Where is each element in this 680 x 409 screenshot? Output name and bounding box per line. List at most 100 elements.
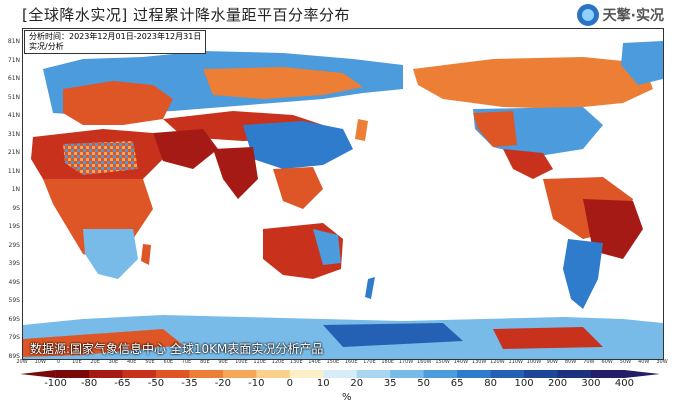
lon-label: 40E (126, 359, 137, 365)
lon-label: 80E (200, 359, 210, 365)
legend-tick-label: -65 (114, 378, 131, 389)
lon-label: 150W (435, 359, 450, 365)
lon-label: 120E (271, 359, 285, 365)
lon-label: 130E (289, 359, 303, 365)
lat-label: 11N (7, 167, 20, 175)
lon-label: 170W (398, 359, 414, 365)
colorbar-segment (524, 370, 559, 378)
legend-tick-label: 100 (514, 378, 534, 389)
lon-label: 70E (181, 359, 192, 365)
land-sahara-dots (63, 141, 138, 175)
land-greenland (621, 41, 663, 85)
colorbar-segment (390, 370, 425, 378)
colorbar-segment (89, 370, 123, 378)
colorbar-segment (256, 370, 291, 378)
lon-label: 140W (453, 359, 469, 365)
legend-tick-label: -20 (214, 378, 232, 389)
lon-label: 80W (564, 359, 577, 365)
legend-tick-label: -100 (44, 378, 67, 389)
colorbar-segment (189, 370, 224, 378)
logo-text: 天擎·实况 (602, 8, 664, 24)
globe-logo-icon (576, 4, 599, 26)
land-australia-east (313, 229, 341, 265)
lat-label: 51N (7, 93, 20, 101)
lat-label: 81N (7, 38, 20, 45)
legend-tick-label: 80 (484, 378, 497, 389)
land-japan (355, 119, 368, 141)
lat-label: 59S (8, 297, 20, 304)
legend-tick-label: 35 (383, 378, 397, 389)
map-canvas (23, 41, 663, 359)
land-china (243, 121, 353, 169)
precipitation-anomaly-map (22, 28, 664, 360)
lon-label: 10E (72, 359, 82, 365)
lat-label: 29S (8, 241, 20, 249)
lon-label: 70W (583, 359, 595, 365)
lon-label: 20W (16, 359, 28, 365)
lat-label: 39S (8, 260, 20, 267)
colorbar-segment (55, 370, 90, 378)
lon-label: 110W (508, 359, 523, 365)
lat-label: 21N (7, 149, 20, 156)
logo: 天擎·实况 (576, 4, 664, 26)
lon-label: 60W (601, 359, 613, 365)
land-madagascar (141, 244, 151, 265)
land-india (213, 147, 258, 199)
map-title: [全球降水实况] 过程累计降水量距平百分率分布 (22, 6, 350, 24)
lon-label: 50W (619, 359, 632, 365)
lon-label: 40W (638, 359, 650, 365)
lat-label: 61N (7, 75, 20, 82)
land-europe (63, 81, 173, 125)
lat-label: 19S (8, 223, 20, 230)
legend-tick-label: -35 (181, 378, 198, 389)
legend-tick-label: 10 (316, 378, 330, 389)
land-antarctica-red (23, 329, 183, 357)
legend-tick-label: 400 (614, 378, 634, 389)
legend-tick-label: 200 (547, 378, 568, 389)
legend-tick-label: 300 (581, 378, 601, 389)
colorbar-segment (557, 370, 592, 378)
lon-label: 100W (526, 359, 542, 365)
lon-label: 0 (56, 359, 61, 365)
lon-label: 30W (656, 359, 668, 365)
lat-label: 49S (8, 278, 20, 286)
legend-tick-label: 0 (286, 378, 293, 389)
colorbar-segment (423, 370, 458, 378)
lon-label: 170E (363, 359, 376, 365)
legend-unit: % (342, 392, 352, 403)
lat-label: 41N (7, 112, 20, 119)
land-antarctica-west (493, 327, 603, 349)
lon-label: 10W (34, 359, 46, 365)
legend-tick-label: -80 (80, 378, 98, 389)
land-se-asia (273, 167, 323, 209)
lon-label: 120W (490, 359, 505, 365)
lon-label: 130W (471, 359, 487, 365)
lat-label: 79S (8, 334, 20, 341)
lon-label: 90W (546, 359, 558, 365)
lat-label: 9S (12, 204, 20, 212)
lon-label: 180E (381, 359, 395, 365)
colorbar-segment (155, 370, 190, 378)
lat-label: 71N (7, 56, 20, 64)
analysis-type: 实况/分析 (29, 42, 64, 51)
land-usa-west (473, 111, 517, 147)
lat-label: 1N (11, 186, 20, 193)
land-new-zealand (365, 277, 375, 299)
colorbar-segment (122, 370, 157, 378)
colorbar-segment (590, 370, 625, 378)
colorbar-segment (356, 370, 391, 378)
lon-label: 140E (308, 359, 321, 365)
lon-label: 110E (253, 359, 267, 365)
colorbar-cap-left (20, 370, 56, 378)
legend-colorbar (20, 370, 660, 378)
land-middle-east (153, 129, 218, 169)
lon-label: 50E (145, 359, 155, 365)
lon-label: 30E (108, 359, 119, 365)
legend-tick-label: 20 (350, 378, 364, 389)
land-antarctica-east (323, 323, 463, 347)
lon-label: 150E (326, 359, 340, 365)
land-siberia (203, 67, 363, 99)
lon-label: 20E (90, 359, 100, 365)
lon-label: 90E (218, 359, 228, 365)
legend-tick-label: 50 (417, 378, 431, 389)
